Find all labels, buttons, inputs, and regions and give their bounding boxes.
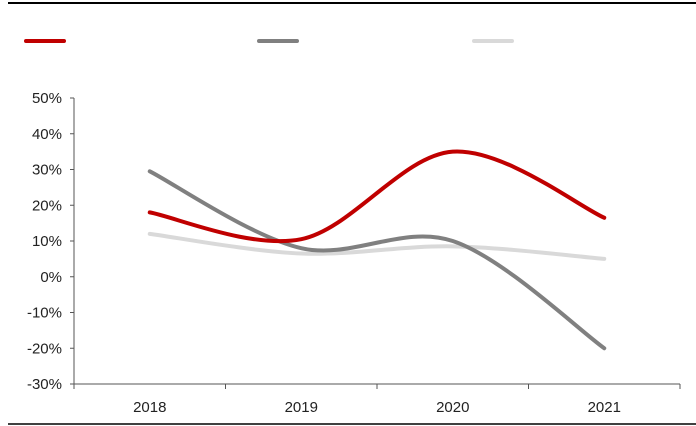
y-tick-label: -10% — [27, 305, 62, 322]
x-tick-label: 2019 — [285, 399, 318, 416]
y-tick-label: 30% — [32, 162, 62, 179]
y-tick-label: -20% — [27, 340, 62, 357]
x-axis-ticks: 2018 2019 2020 2021 — [73, 384, 681, 416]
series-lines — [147, 149, 607, 351]
series-line-3 — [147, 231, 607, 261]
x-tick-label: 2020 — [436, 399, 469, 416]
series-line-1 — [147, 149, 607, 244]
y-tick-label: 40% — [32, 126, 62, 143]
y-tick-label: 10% — [32, 233, 62, 250]
y-axis-ticks: 50% 40% 30% 20% 10% 0% -10% -20% -30% — [27, 90, 74, 393]
x-tick-label: 2021 — [588, 399, 621, 416]
y-tick-label: 0% — [40, 269, 62, 286]
y-tick-label: -30% — [27, 376, 62, 393]
x-tick-label: 2018 — [133, 399, 166, 416]
series-line-2 — [147, 169, 607, 351]
y-tick-label: 20% — [32, 197, 62, 214]
y-tick-label: 50% — [32, 90, 62, 107]
